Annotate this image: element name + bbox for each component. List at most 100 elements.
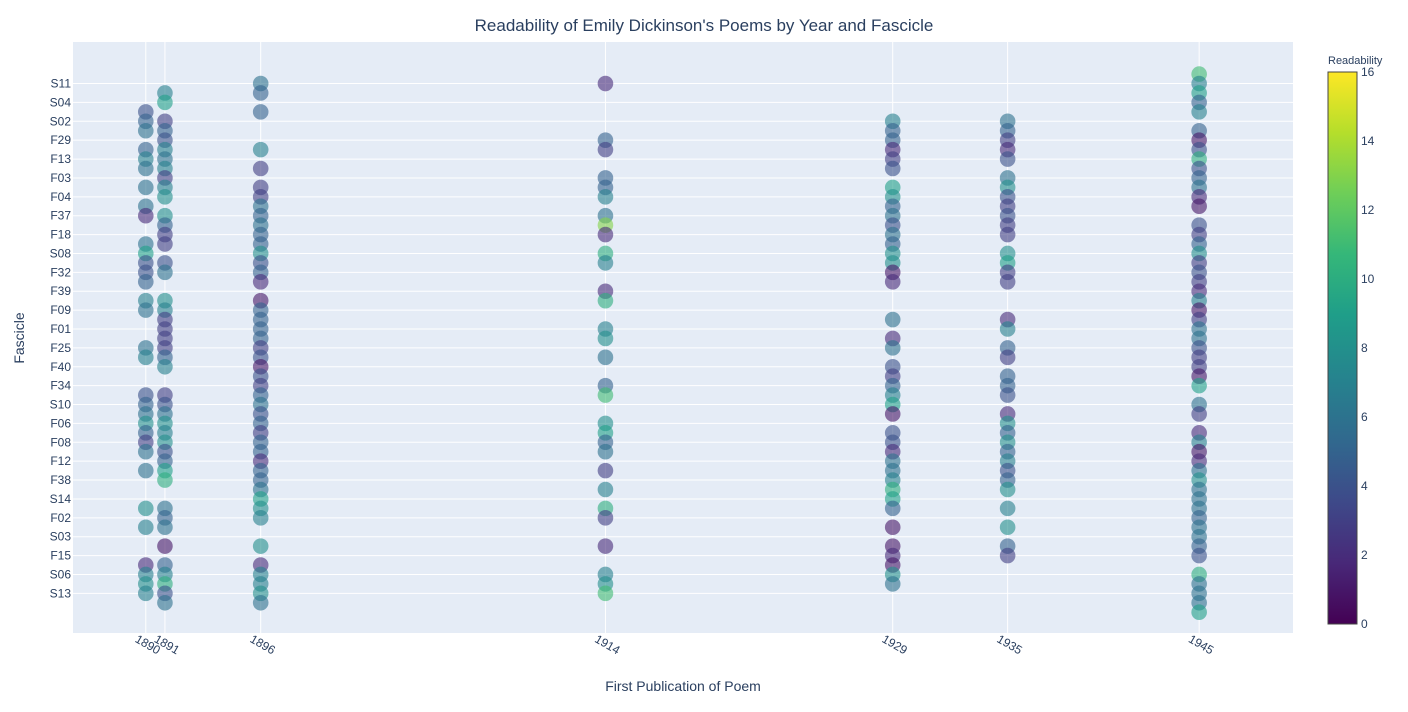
data-point[interactable] <box>597 189 614 205</box>
y-tick-label: F34 <box>50 379 71 393</box>
data-points <box>137 66 1207 621</box>
data-point[interactable] <box>597 538 614 554</box>
data-point[interactable] <box>597 75 614 92</box>
colorbar-title: Readability <box>1328 55 1383 67</box>
data-point[interactable] <box>597 462 614 479</box>
data-point[interactable] <box>157 472 173 488</box>
data-point[interactable] <box>157 538 173 554</box>
x-axis-title: First Publication of Poem <box>605 678 761 694</box>
data-point[interactable] <box>1191 198 1207 215</box>
y-tick-label: S08 <box>50 246 72 260</box>
data-point[interactable] <box>999 321 1016 337</box>
data-point[interactable] <box>252 510 269 526</box>
data-point[interactable] <box>597 481 614 498</box>
data-point[interactable] <box>884 273 901 290</box>
y-tick-label: S03 <box>50 530 72 544</box>
data-point[interactable] <box>137 462 154 479</box>
y-tick-label: F01 <box>50 322 71 336</box>
y-tick-label: S02 <box>50 114 72 128</box>
data-point[interactable] <box>1191 547 1207 564</box>
data-point[interactable] <box>252 538 269 554</box>
y-tick-label: F32 <box>50 265 71 279</box>
y-tick-label: F12 <box>50 454 71 468</box>
data-point[interactable] <box>884 311 901 328</box>
data-point[interactable] <box>884 160 901 177</box>
y-tick-label: S14 <box>50 492 72 506</box>
data-point[interactable] <box>884 406 901 422</box>
y-tick-label: S13 <box>50 586 72 600</box>
data-point[interactable] <box>999 273 1016 290</box>
data-point[interactable] <box>999 226 1016 243</box>
data-point[interactable] <box>252 104 269 120</box>
colorbar-tick-label: 4 <box>1361 479 1368 493</box>
y-tick-label: F02 <box>50 511 71 525</box>
data-point[interactable] <box>597 141 614 158</box>
data-point[interactable] <box>597 510 614 526</box>
data-point[interactable] <box>157 236 173 252</box>
data-point[interactable] <box>999 151 1016 167</box>
data-point[interactable] <box>597 443 614 460</box>
x-tick-label: 1896 <box>248 632 278 658</box>
data-point[interactable] <box>252 273 269 290</box>
data-point[interactable] <box>137 443 154 460</box>
data-point[interactable] <box>884 340 901 356</box>
colorbar-tick-label: 2 <box>1361 548 1368 562</box>
data-point[interactable] <box>1191 377 1207 394</box>
colorbar-tick-label: 12 <box>1361 203 1375 217</box>
data-point[interactable] <box>157 264 173 281</box>
data-point[interactable] <box>137 179 154 196</box>
data-point[interactable] <box>137 122 154 139</box>
data-point[interactable] <box>597 387 614 403</box>
data-point[interactable] <box>137 349 154 366</box>
y-tick-label: F29 <box>50 133 71 147</box>
data-point[interactable] <box>137 585 154 602</box>
colorbar-tick-label: 0 <box>1361 617 1368 631</box>
data-point[interactable] <box>597 349 614 366</box>
data-point[interactable] <box>999 519 1016 536</box>
colorbar-tick-label: 10 <box>1361 272 1375 286</box>
data-point[interactable] <box>252 85 269 101</box>
data-point[interactable] <box>597 292 614 309</box>
data-point[interactable] <box>884 500 901 517</box>
data-point[interactable] <box>137 519 154 536</box>
data-point[interactable] <box>999 547 1016 564</box>
data-point[interactable] <box>597 330 614 347</box>
data-point[interactable] <box>137 302 154 318</box>
data-point[interactable] <box>884 519 901 536</box>
data-point[interactable] <box>999 481 1016 498</box>
y-tick-label: F40 <box>50 360 71 374</box>
data-point[interactable] <box>999 387 1016 403</box>
data-point[interactable] <box>597 226 614 243</box>
data-point[interactable] <box>157 358 173 375</box>
x-tick-label: 1935 <box>995 632 1025 658</box>
y-tick-label: S10 <box>50 398 72 412</box>
data-point[interactable] <box>137 273 154 290</box>
data-point[interactable] <box>252 594 269 611</box>
data-point[interactable] <box>137 207 154 224</box>
data-point[interactable] <box>1191 406 1207 422</box>
data-point[interactable] <box>999 500 1016 517</box>
data-point[interactable] <box>252 160 269 177</box>
x-tick-label: 1945 <box>1186 632 1216 658</box>
data-point[interactable] <box>1191 104 1207 120</box>
data-point[interactable] <box>597 255 614 271</box>
data-point[interactable] <box>157 189 173 205</box>
data-point[interactable] <box>252 141 269 158</box>
data-point[interactable] <box>137 160 154 177</box>
y-tick-labels: S11 S04 S02 F29 F13 F03 F04 F37 F18 S08 F32 F39 F09 F… <box>50 77 72 601</box>
data-point[interactable] <box>597 585 614 602</box>
y-tick-label: F08 <box>50 435 71 449</box>
data-point[interactable] <box>999 349 1016 366</box>
data-point[interactable] <box>157 594 173 611</box>
y-tick-label: S11 <box>51 77 72 91</box>
y-tick-label: F04 <box>50 190 71 204</box>
data-point[interactable] <box>157 519 173 536</box>
data-point[interactable] <box>884 576 901 592</box>
y-axis-title: Fascicle <box>11 312 27 364</box>
data-point[interactable] <box>157 94 173 111</box>
colorbar-tick-label: 6 <box>1361 410 1368 424</box>
data-point[interactable] <box>1191 604 1207 621</box>
data-point[interactable] <box>137 500 154 517</box>
